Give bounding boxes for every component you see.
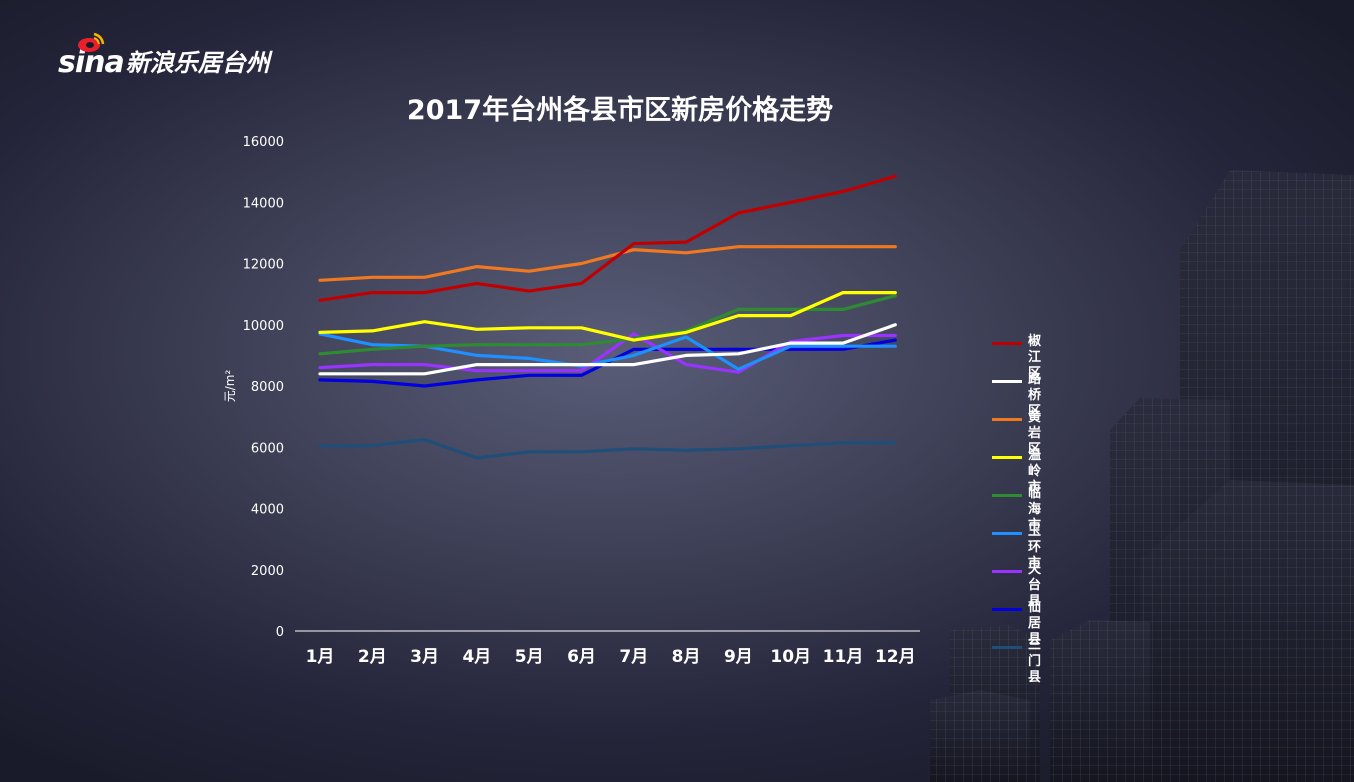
legend-entry: 三门县 xyxy=(992,638,1072,685)
series-line xyxy=(318,332,897,374)
y-tick-label: 2000 xyxy=(251,564,284,579)
legend-label: 天台县 xyxy=(1028,562,1042,609)
sina-leju-logo: sina 新浪乐居台州 xyxy=(58,30,270,80)
legend-label: 临海市 xyxy=(1028,486,1042,533)
legend-label: 温岭市 xyxy=(1028,448,1042,495)
legend-label: 椒江区 xyxy=(1028,334,1042,381)
legend-swatch xyxy=(992,532,1022,535)
x-tick-label: 12月 xyxy=(875,647,916,667)
series-line xyxy=(318,174,897,302)
y-tick-label: 8000 xyxy=(251,380,284,395)
y-tick-label: 14000 xyxy=(243,196,284,211)
legend-swatch xyxy=(992,646,1022,649)
legend-swatch xyxy=(992,380,1022,383)
x-tick-label: 3月 xyxy=(410,647,439,667)
x-tick-label: 5月 xyxy=(515,647,544,667)
legend-swatch xyxy=(992,456,1022,459)
x-tick-label: 2月 xyxy=(358,647,387,667)
series-line xyxy=(318,245,897,282)
legend-entry: 临海市 xyxy=(992,486,1072,533)
x-tick-label: 8月 xyxy=(672,647,701,667)
x-tick-label: 10月 xyxy=(770,647,811,667)
legend-entry: 黄岩区 xyxy=(992,410,1072,457)
y-tick-label: 16000 xyxy=(243,135,284,150)
legend-entry: 椒江区 xyxy=(992,334,1072,381)
series-lines xyxy=(318,174,897,460)
legend-swatch xyxy=(992,342,1022,345)
legend-entry: 温岭市 xyxy=(992,448,1072,495)
y-tick-label: 4000 xyxy=(251,503,284,518)
series-line xyxy=(318,323,897,376)
chart-legend: 椒江区 路桥区 黄岩区 温岭市 临海市 玉环市 天台县 仙居县 三门县 xyxy=(992,334,1072,685)
x-tick-label: 1月 xyxy=(306,647,335,667)
series-line xyxy=(318,291,897,342)
legend-label: 仙居县 xyxy=(1028,600,1042,647)
legend-swatch xyxy=(992,570,1022,573)
x-tick-label: 9月 xyxy=(724,647,753,667)
legend-label: 三门县 xyxy=(1028,638,1042,685)
series-line xyxy=(318,438,897,460)
y-tick-label: 12000 xyxy=(243,258,284,273)
y-tick-label: 0 xyxy=(276,625,284,640)
legend-swatch xyxy=(992,418,1022,421)
x-tick-label: 6月 xyxy=(567,647,596,667)
x-tick-label: 11月 xyxy=(823,647,864,667)
legend-label: 黄岩区 xyxy=(1028,410,1042,457)
legend-entry: 玉环市 xyxy=(992,524,1072,571)
legend-entry: 仙居县 xyxy=(992,600,1072,647)
x-tick-label: 4月 xyxy=(462,647,491,667)
legend-swatch xyxy=(992,608,1022,611)
series-line xyxy=(318,294,897,356)
building-silhouettes xyxy=(930,170,1354,782)
y-tick-label: 10000 xyxy=(243,319,284,334)
y-tick-label: 6000 xyxy=(251,441,284,456)
sina-eye-icon xyxy=(78,32,105,52)
legend-entry: 路桥区 xyxy=(992,372,1072,419)
brand-name: 新浪乐居台州 xyxy=(125,49,270,77)
legend-swatch xyxy=(992,494,1022,497)
chart-title: 2017年台州各县市区新房价格走势 xyxy=(406,95,834,126)
y-axis-label: 元/m² xyxy=(223,370,237,403)
legend-label: 路桥区 xyxy=(1028,372,1042,419)
legend-entry: 天台县 xyxy=(992,562,1072,609)
x-tick-label: 7月 xyxy=(619,647,648,667)
legend-label: 玉环市 xyxy=(1028,524,1042,571)
